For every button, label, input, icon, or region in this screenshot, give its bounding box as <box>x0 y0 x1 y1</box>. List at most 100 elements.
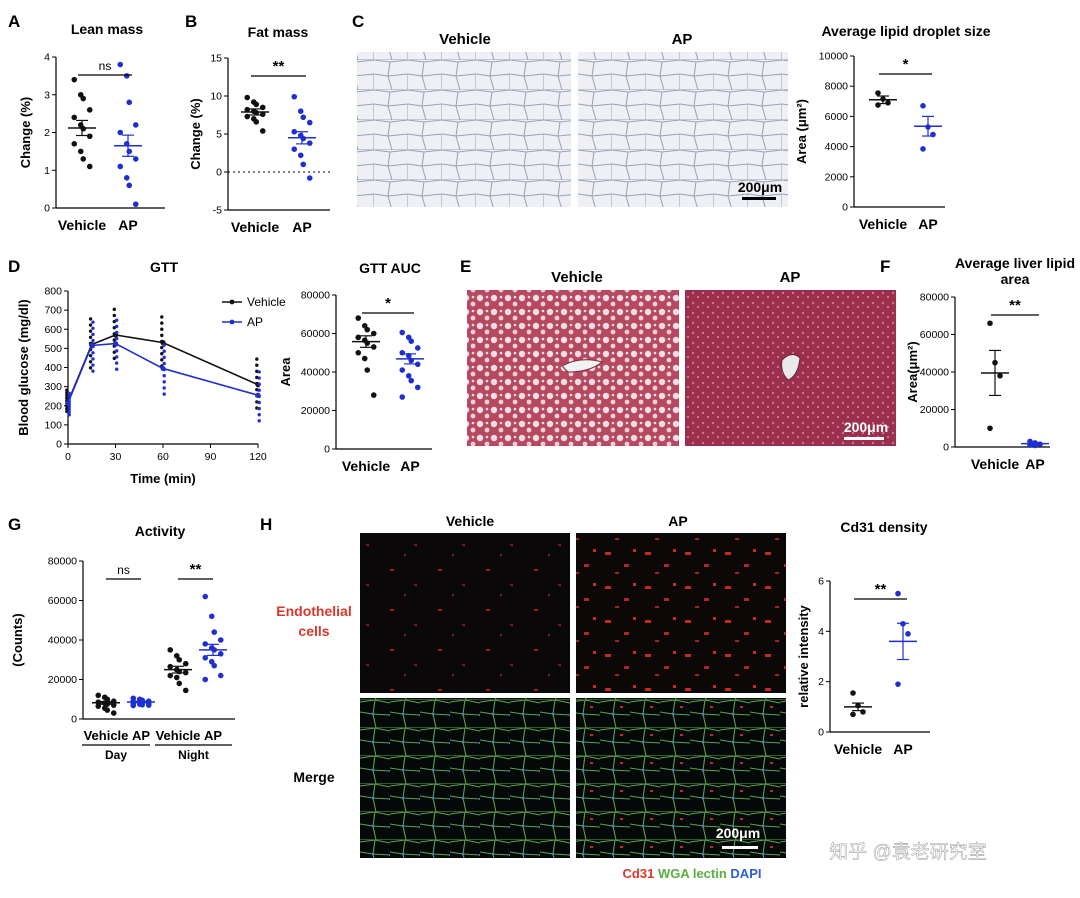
data-point <box>408 338 415 345</box>
data-point <box>71 141 78 147</box>
data-point <box>117 61 124 68</box>
chart-title-H: Cd31 density <box>840 519 927 535</box>
y-tick-label: 20000 <box>48 674 77 686</box>
data-point <box>115 336 119 341</box>
y-tick-label: 100 <box>44 419 62 431</box>
panel-letter-b: B <box>185 12 197 31</box>
h-legend: Cd31 WGA lectin DAPI <box>623 866 762 881</box>
legend-label: AP <box>247 315 263 329</box>
y-tick-label: 2 <box>44 127 50 139</box>
data-point <box>160 358 164 362</box>
c-ap-micrograph <box>578 52 788 207</box>
y-tick-label: 40000 <box>48 635 77 647</box>
y-tick-label: 60000 <box>48 595 77 607</box>
y-axis-label-G: (Counts) <box>10 613 25 666</box>
data-point <box>414 361 421 368</box>
data-point <box>123 73 130 79</box>
y-tick-label: 700 <box>44 305 62 317</box>
y-tick-label: 80000 <box>920 292 949 304</box>
data-point <box>126 182 133 189</box>
x-category-label: Vehicle <box>342 458 390 474</box>
h-scale-bar <box>722 846 758 849</box>
data-point <box>895 590 901 597</box>
y-tick-label: 300 <box>44 381 62 393</box>
x-category-label: AP <box>204 728 222 743</box>
data-point <box>370 330 377 337</box>
y-tick-label: 8000 <box>825 81 849 93</box>
data-point <box>255 363 259 367</box>
data-point <box>257 419 261 423</box>
data-point <box>176 680 183 687</box>
data-point <box>117 129 124 136</box>
data-point <box>173 674 180 681</box>
data-point <box>88 329 93 333</box>
data-point <box>88 317 93 321</box>
mean-marker <box>255 392 261 398</box>
y-axis-label-H: relative intensity <box>796 604 811 707</box>
e-vehicle-heading: Vehicle <box>551 269 603 286</box>
data-point <box>91 369 95 373</box>
data-point <box>217 672 224 679</box>
y-tick-label: 20000 <box>301 405 330 417</box>
data-point <box>399 394 406 400</box>
data-point <box>182 669 189 676</box>
data-point <box>132 201 139 208</box>
data-point <box>91 320 95 324</box>
significance-label: ns <box>99 59 112 73</box>
y-tick-label: 40000 <box>301 367 330 379</box>
data-point <box>361 355 368 362</box>
data-point <box>850 690 856 696</box>
x-category-label: Vehicle <box>231 219 279 235</box>
x-category-label: Vehicle <box>84 728 129 743</box>
e-scale-label: 200μm <box>844 419 888 435</box>
group-label: Night <box>178 748 209 762</box>
data-point <box>88 335 93 339</box>
h-ap-merge-image <box>576 698 786 858</box>
data-point <box>112 307 117 312</box>
panel-letter-g: G <box>8 515 21 534</box>
chart-title-F: Average liver lipid <box>955 255 1075 271</box>
data-point <box>399 349 406 356</box>
data-point <box>110 710 117 716</box>
data-point <box>370 392 377 398</box>
y-tick-label: 80000 <box>301 290 330 302</box>
data-point <box>88 366 93 370</box>
data-point <box>217 651 224 657</box>
data-point <box>162 374 166 378</box>
data-point <box>257 400 261 405</box>
data-point <box>86 107 93 113</box>
data-point <box>126 148 133 155</box>
significance-label: ns <box>117 563 130 577</box>
y-tick-label: 400 <box>44 362 62 374</box>
c-scale-bar <box>742 197 776 200</box>
data-point <box>875 90 881 96</box>
data-point <box>414 345 421 351</box>
data-point <box>364 367 371 373</box>
data-point <box>95 692 102 699</box>
data-point <box>115 355 119 359</box>
data-point <box>80 156 87 162</box>
data-point <box>112 313 117 318</box>
significance-label: ** <box>273 58 285 75</box>
data-point <box>132 156 139 162</box>
data-point <box>115 361 119 365</box>
x-category-label: Vehicle <box>834 741 882 757</box>
data-point <box>86 163 93 170</box>
c-ap-heading: AP <box>672 31 693 48</box>
data-point <box>167 663 174 670</box>
data-point <box>297 108 304 114</box>
chart-title-A: Lean mass <box>71 21 144 37</box>
data-point <box>91 332 95 337</box>
data-point <box>300 135 307 142</box>
e-vehicle-vessel <box>561 359 604 373</box>
data-point <box>259 128 266 134</box>
h-legend-wga: WGA lectin <box>658 866 727 881</box>
data-point <box>253 119 260 125</box>
data-point <box>202 654 209 661</box>
y-tick-label: 0 <box>71 714 77 726</box>
mean-marker <box>65 400 71 406</box>
chart-title-D: GTT <box>150 259 178 275</box>
h-vehicle-heading: Vehicle <box>446 513 494 529</box>
h-ap-heading: AP <box>668 513 687 529</box>
